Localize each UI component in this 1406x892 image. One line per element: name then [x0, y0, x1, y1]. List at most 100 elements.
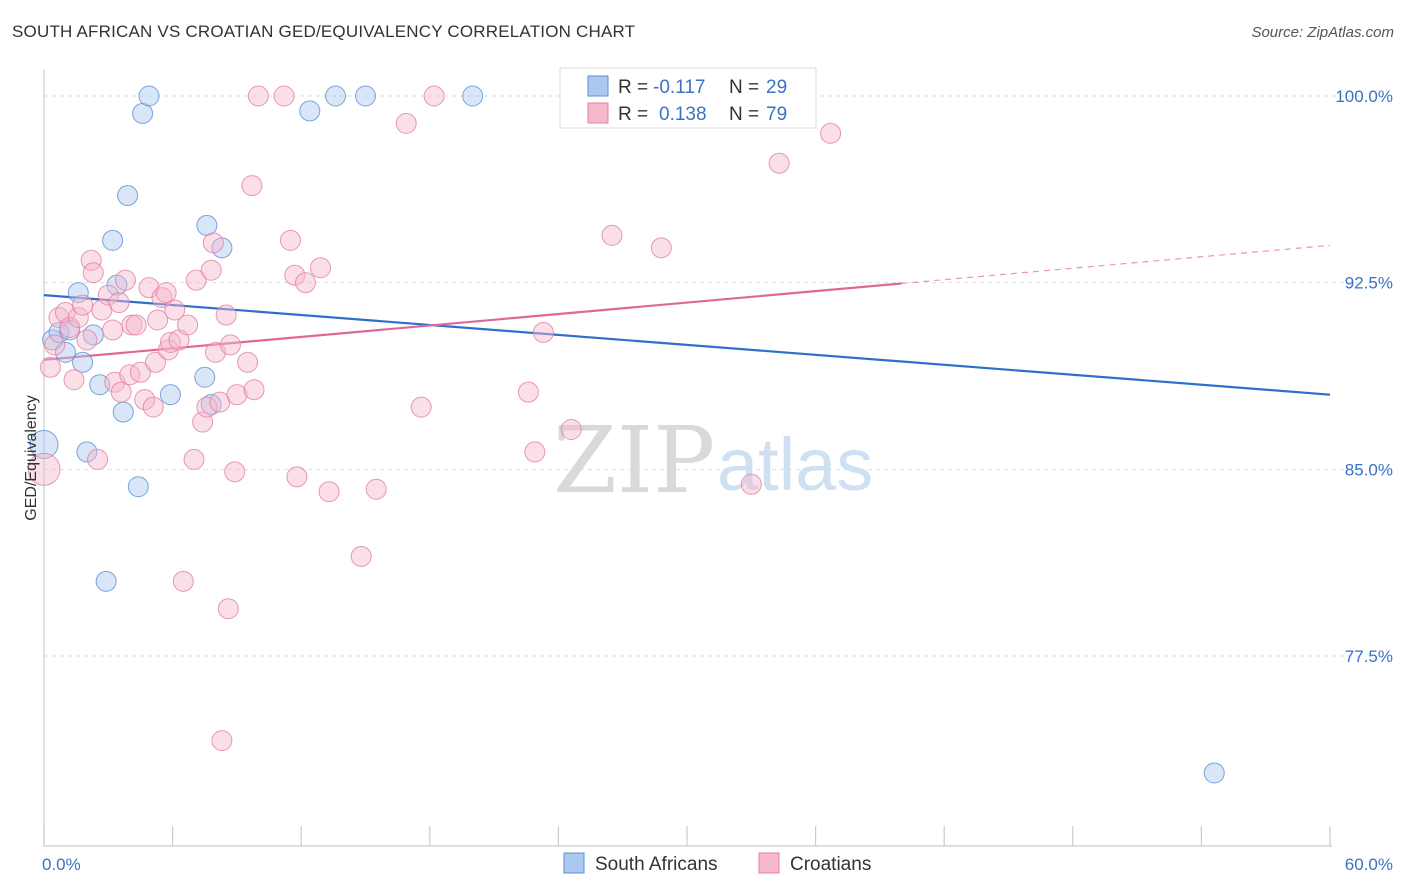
legend-r-label-2: R =	[618, 104, 648, 125]
y-tick-label-0: 100.0%	[1335, 87, 1393, 106]
point-croatians-1	[39, 356, 61, 378]
point-south-africans-25	[355, 85, 376, 107]
point-south-africans-3	[54, 341, 76, 363]
point-croatians-45	[211, 730, 233, 752]
point-south-africans-2	[48, 321, 70, 343]
point-croatians-50	[226, 384, 248, 406]
legend-n-value-2: 79	[766, 104, 787, 125]
point-south-africans-11	[102, 229, 124, 251]
point-south-africans-6	[72, 351, 94, 373]
point-croatians-55	[273, 85, 295, 107]
point-croatians-8	[72, 294, 94, 316]
point-croatians-27	[144, 351, 166, 373]
point-south-africans-23	[299, 100, 321, 122]
source-credit: Source: ZipAtlas.com	[1251, 24, 1394, 41]
trend-line-extension-croatians	[901, 244, 1331, 285]
point-croatians-70	[560, 419, 582, 441]
point-croatians-74	[768, 152, 790, 174]
point-croatians-15	[102, 319, 124, 341]
point-croatians-12	[87, 448, 109, 470]
point-croatians-69	[532, 321, 554, 343]
legend-r-label-1: R =	[618, 77, 648, 98]
scatter-points	[27, 83, 1225, 784]
point-croatians-54	[247, 85, 269, 107]
point-croatians-21	[121, 314, 143, 336]
point-croatians-49	[224, 461, 246, 483]
bottom-legend-swatch-croatians	[758, 852, 780, 874]
watermark-atlas: atlas	[717, 423, 873, 506]
point-croatians-37	[183, 448, 205, 470]
point-croatians-60	[309, 257, 331, 279]
point-south-africans-0	[29, 429, 59, 459]
point-croatians-7	[67, 307, 89, 329]
trend-lines	[43, 244, 1331, 396]
point-croatians-51	[237, 351, 259, 373]
bottom-legend-croatians: Croatians	[790, 854, 871, 875]
point-croatians-14	[97, 284, 119, 306]
point-croatians-53	[243, 379, 265, 401]
point-croatians-6	[63, 369, 85, 391]
point-croatians-71	[601, 224, 623, 246]
point-croatians-36	[177, 314, 199, 336]
trend-line-south-africans	[43, 294, 1331, 396]
bottom-legend-south-africans: South Africans	[595, 854, 718, 875]
legend-n-label-2: N =	[729, 104, 759, 125]
axis-ticks: 100.0% 92.5% 85.0% 77.5% 0.0% 60.0%	[42, 87, 1393, 874]
point-croatians-17	[108, 292, 130, 314]
point-croatians-32	[159, 331, 181, 353]
point-croatians-67	[517, 381, 539, 403]
point-croatians-30	[155, 282, 177, 304]
legend-r-value-1: -0.117	[653, 77, 705, 98]
point-south-africans-28	[1203, 762, 1225, 784]
point-croatians-56	[279, 229, 301, 251]
point-south-africans-19	[194, 366, 216, 388]
point-croatians-22	[125, 314, 147, 336]
y-tick-label-1: 92.5%	[1345, 274, 1393, 293]
point-croatians-18	[110, 381, 132, 403]
point-south-africans-5	[67, 282, 89, 304]
point-croatians-33	[164, 299, 186, 321]
point-south-africans-13	[112, 401, 134, 423]
point-croatians-65	[410, 396, 432, 418]
point-croatians-63	[365, 478, 387, 500]
point-croatians-73	[740, 473, 762, 495]
x-tick-label-1: 60.0%	[1345, 855, 1393, 874]
point-croatians-66	[423, 85, 445, 107]
correlation-legend: R = -0.117 N = 29 R = 0.138 N = 79	[559, 67, 817, 129]
point-croatians-23	[129, 361, 151, 383]
point-croatians-61	[318, 481, 340, 503]
bottom-legend-swatch-south-africans	[563, 852, 585, 874]
point-south-africans-10	[95, 570, 117, 592]
point-south-africans-17	[138, 85, 160, 107]
legend-swatch-south-africans	[587, 75, 609, 97]
point-croatians-41	[200, 259, 222, 281]
point-south-africans-26	[462, 85, 484, 107]
point-croatians-42	[202, 232, 224, 254]
point-croatians-46	[215, 304, 237, 326]
legend-n-label-1: N =	[729, 77, 759, 98]
point-croatians-9	[76, 329, 98, 351]
point-croatians-11	[82, 262, 104, 284]
point-croatians-48	[219, 334, 241, 356]
point-croatians-20	[119, 364, 141, 386]
point-croatians-28	[147, 309, 169, 331]
x-tick-label-0: 0.0%	[42, 855, 81, 874]
point-croatians-26	[142, 396, 164, 418]
gridlines	[44, 95, 1360, 657]
y-tick-label-2: 85.0%	[1345, 460, 1393, 479]
point-south-africans-24	[324, 85, 346, 107]
point-croatians-40	[196, 396, 218, 418]
point-south-africans-18	[159, 384, 181, 406]
point-south-africans-15	[127, 476, 149, 498]
point-croatians-0	[27, 452, 61, 486]
point-croatians-47	[217, 598, 239, 620]
chart-title: SOUTH AFRICAN VS CROATIAN GED/EQUIVALENC…	[12, 22, 636, 41]
point-croatians-2	[44, 334, 66, 356]
point-croatians-68	[524, 441, 546, 463]
point-croatians-35	[172, 570, 194, 592]
point-croatians-75	[820, 122, 842, 144]
point-croatians-62	[350, 545, 372, 567]
point-croatians-19	[114, 269, 136, 291]
trend-line-croatians	[43, 282, 902, 361]
